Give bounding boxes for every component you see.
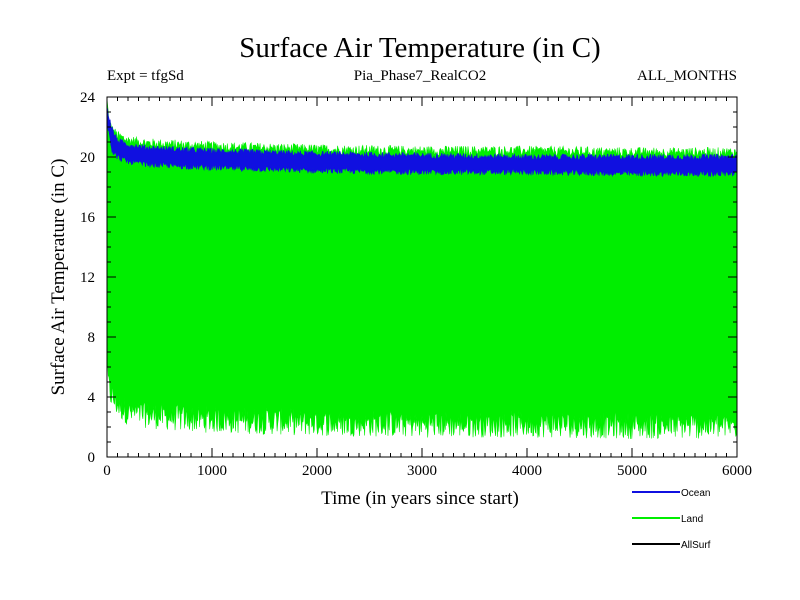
x-tick-label: 4000 xyxy=(512,463,542,479)
series-land-area xyxy=(106,98,738,439)
y-tick-label: 8 xyxy=(88,330,96,346)
experiment-label: Expt = tfgSd xyxy=(107,68,184,84)
y-tick-label: 4 xyxy=(88,390,96,406)
x-tick-label: 6000 xyxy=(722,463,752,479)
series-layer xyxy=(106,98,738,439)
x-axis-label: Time (in years since start) xyxy=(321,488,519,509)
legend: Ocean Land AllSurf xyxy=(632,488,711,551)
y-tick-label: 24 xyxy=(80,90,96,106)
ticks-layer xyxy=(106,96,738,458)
y-tick-label: 20 xyxy=(80,150,95,166)
legend-label-allsurf: AllSurf xyxy=(681,540,711,551)
legend-label-land: Land xyxy=(681,514,703,525)
legend-label-ocean: Ocean xyxy=(681,488,710,499)
x-tick-label: 0 xyxy=(103,463,111,479)
tick-labels: 0 1000 2000 3000 4000 5000 6000 0 4 8 12 16 20 24 xyxy=(80,90,752,479)
y-tick-label: 0 xyxy=(88,450,96,466)
chart-title: Surface Air Temperature (in C) xyxy=(239,32,600,64)
x-tick-label: 3000 xyxy=(407,463,437,479)
months-label: ALL_MONTHS xyxy=(637,68,737,84)
run-name-label: Pia_Phase7_RealCO2 xyxy=(354,68,487,84)
y-tick-label: 16 xyxy=(80,210,96,226)
x-tick-label: 1000 xyxy=(197,463,227,479)
y-axis-label: Surface Air Temperature (in C) xyxy=(48,159,69,396)
x-tick-label: 2000 xyxy=(302,463,332,479)
x-tick-label: 5000 xyxy=(617,463,647,479)
y-tick-label: 12 xyxy=(80,270,95,286)
